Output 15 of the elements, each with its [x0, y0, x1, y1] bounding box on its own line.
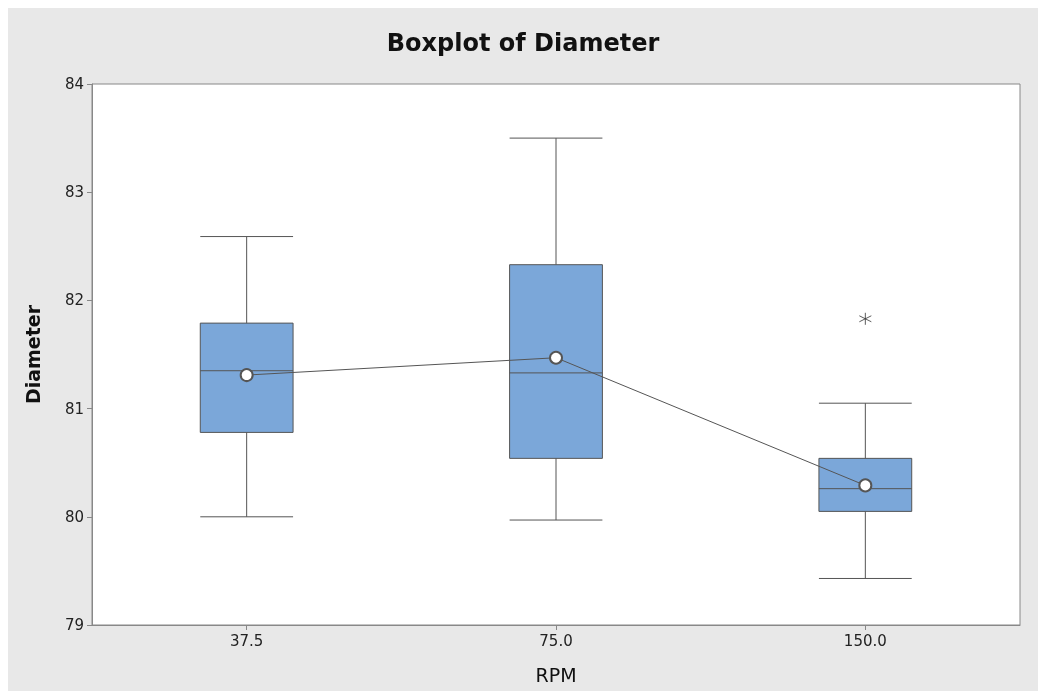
- y-tick-label: 80: [64, 507, 84, 526]
- x-tick-label: 37.5: [229, 631, 264, 650]
- y-tick-label: 83: [64, 183, 84, 202]
- chart-title: Boxplot of Diameter: [386, 29, 660, 57]
- y-tick-label: 79: [64, 616, 84, 634]
- x-tick-label: 75.0: [539, 631, 573, 650]
- y-tick-label: 81: [64, 399, 84, 418]
- point: [239, 368, 254, 383]
- x-tick-label: 150.0: [843, 631, 887, 650]
- x-axis-title: RPM: [535, 663, 577, 686]
- y-tick-label: 82: [64, 291, 84, 310]
- point: [549, 350, 563, 365]
- y-axis-title: Diameter: [21, 304, 44, 405]
- y-tick-label: 84: [64, 75, 84, 93]
- point: [858, 478, 873, 493]
